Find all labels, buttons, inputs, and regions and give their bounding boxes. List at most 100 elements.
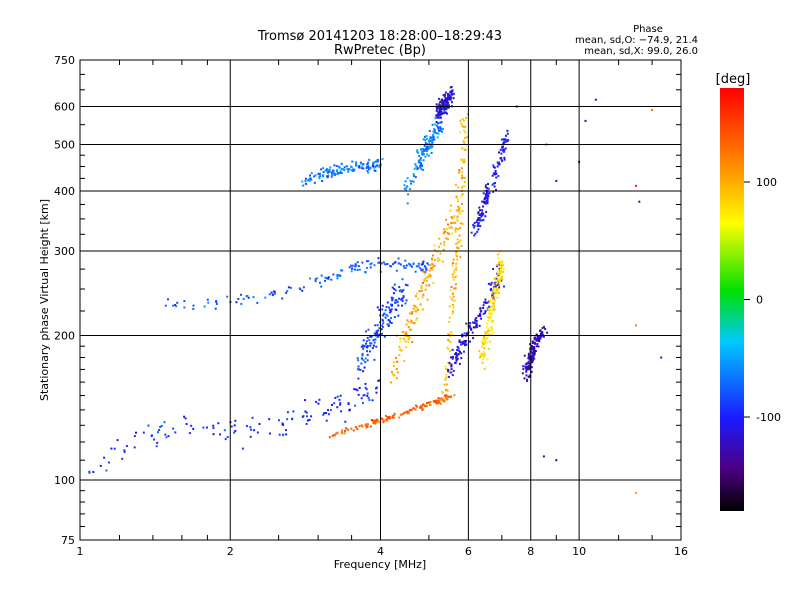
scatter-point — [333, 402, 336, 405]
scatter-point — [332, 169, 335, 172]
scatter-point — [478, 313, 481, 316]
scatter-point — [343, 432, 346, 435]
scatter-point — [301, 289, 304, 292]
scatter-point — [425, 268, 428, 271]
scatter-point — [531, 354, 534, 356]
scatter-point — [419, 406, 422, 409]
scatter-point — [364, 386, 367, 389]
scatter-point — [479, 216, 482, 219]
scatter-point — [438, 245, 441, 248]
scatter-point — [501, 146, 504, 149]
scatter-point — [428, 146, 430, 149]
scatter-point — [326, 277, 328, 280]
scatter-point — [455, 359, 458, 362]
scatter-point — [484, 331, 487, 334]
scatter-point — [415, 165, 418, 168]
scatter-point — [325, 412, 327, 414]
scatter-point — [530, 358, 533, 361]
scatter-point — [416, 149, 419, 152]
scatter-point — [364, 361, 367, 364]
scatter-point — [377, 257, 380, 260]
scatter-point — [381, 324, 384, 327]
scatter-point — [437, 402, 440, 405]
scatter-point — [496, 264, 498, 267]
scatter-point — [373, 358, 376, 361]
scatter-point — [528, 374, 531, 377]
scatter-point — [487, 187, 490, 190]
scatter-point — [535, 338, 538, 341]
scatter-point — [215, 303, 218, 305]
scatter-point — [431, 262, 433, 265]
scatter-point — [150, 434, 153, 437]
scatter-point — [405, 410, 408, 413]
scatter-point — [415, 319, 418, 321]
scatter-point — [377, 335, 380, 338]
scatter-point — [320, 274, 323, 277]
scatter-point — [381, 417, 384, 420]
scatter-point — [422, 260, 425, 263]
scatter-point — [338, 398, 341, 401]
scatter-point — [443, 244, 446, 247]
scatter-point — [507, 139, 510, 142]
scatter-point — [460, 158, 463, 161]
scatter-point — [336, 168, 339, 171]
scatter-point — [485, 210, 488, 213]
scatter-point — [393, 283, 396, 286]
scatter-point — [481, 219, 484, 222]
scatter-point — [460, 171, 463, 174]
scatter-point — [429, 145, 432, 148]
scatter-point — [403, 187, 406, 190]
scatter-point — [445, 108, 448, 111]
scatter-point — [433, 265, 436, 267]
scatter-point — [481, 340, 484, 343]
scatter-point — [439, 252, 442, 255]
scatter-point — [423, 265, 426, 268]
scatter-point — [539, 333, 542, 336]
scatter-point — [454, 183, 457, 186]
scatter-point — [336, 277, 339, 280]
scatter-point — [429, 137, 432, 140]
scatter-point — [358, 425, 361, 428]
scatter-point — [442, 107, 445, 110]
scatter-point — [447, 238, 449, 241]
scatter-point — [365, 345, 368, 348]
scatter-point — [462, 161, 465, 164]
scatter-point — [459, 227, 462, 230]
scatter-point — [357, 365, 360, 368]
scatter-point — [271, 294, 274, 297]
scatter-point — [454, 227, 457, 230]
scatter-point — [461, 159, 464, 162]
scatter-point — [190, 424, 193, 427]
scatter-point — [452, 258, 455, 261]
scatter-point — [355, 264, 358, 267]
scatter-point — [285, 291, 288, 294]
scatter-point — [423, 145, 426, 147]
scatter-point — [376, 164, 379, 167]
scatter-point — [378, 327, 381, 330]
scatter-point — [527, 360, 530, 363]
scatter-point — [335, 432, 338, 435]
scatter-point — [446, 92, 449, 95]
scatter-point — [478, 349, 481, 352]
scatter-point — [479, 213, 482, 216]
scatter-point — [433, 249, 436, 252]
scatter-point — [361, 261, 364, 264]
scatter-point — [433, 128, 436, 130]
scatter-point — [473, 222, 476, 225]
scatter-point — [407, 340, 410, 343]
scatter-point — [440, 397, 443, 400]
scatter-point — [494, 285, 497, 288]
scatter-point — [327, 277, 330, 280]
scatter-point — [487, 333, 490, 336]
scatter-point — [404, 302, 407, 305]
scatter-point — [155, 445, 158, 448]
scatter-point — [409, 182, 412, 185]
scatter-point — [340, 410, 343, 413]
scatter-point — [486, 199, 489, 202]
scatter-point — [339, 403, 342, 406]
scatter-point — [412, 175, 415, 178]
scatter-point — [450, 286, 453, 288]
scatter-point — [446, 346, 449, 349]
scatter-point — [465, 340, 467, 342]
scatter-point — [368, 399, 371, 401]
